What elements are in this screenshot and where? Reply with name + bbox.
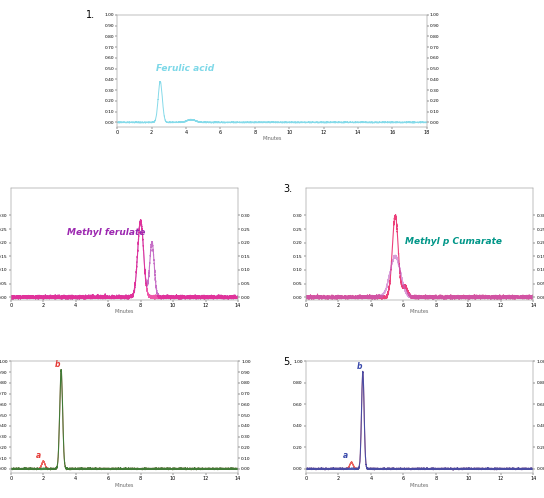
Text: 3.: 3. xyxy=(283,184,293,194)
Text: 5.: 5. xyxy=(283,357,293,367)
X-axis label: Minutes: Minutes xyxy=(410,309,429,314)
Text: Methyl p Cumarate: Methyl p Cumarate xyxy=(405,237,502,247)
Text: 1.: 1. xyxy=(86,10,95,20)
X-axis label: Minutes: Minutes xyxy=(115,483,134,488)
X-axis label: Minutes: Minutes xyxy=(115,309,134,314)
Text: Ferulic acid: Ferulic acid xyxy=(156,64,214,73)
Text: Methyl ferulate: Methyl ferulate xyxy=(67,229,145,238)
X-axis label: Minutes: Minutes xyxy=(262,136,282,141)
Text: b: b xyxy=(357,362,363,371)
X-axis label: Minutes: Minutes xyxy=(410,483,429,488)
Text: b: b xyxy=(54,360,60,369)
Text: a: a xyxy=(343,451,349,460)
Text: a: a xyxy=(36,451,41,460)
